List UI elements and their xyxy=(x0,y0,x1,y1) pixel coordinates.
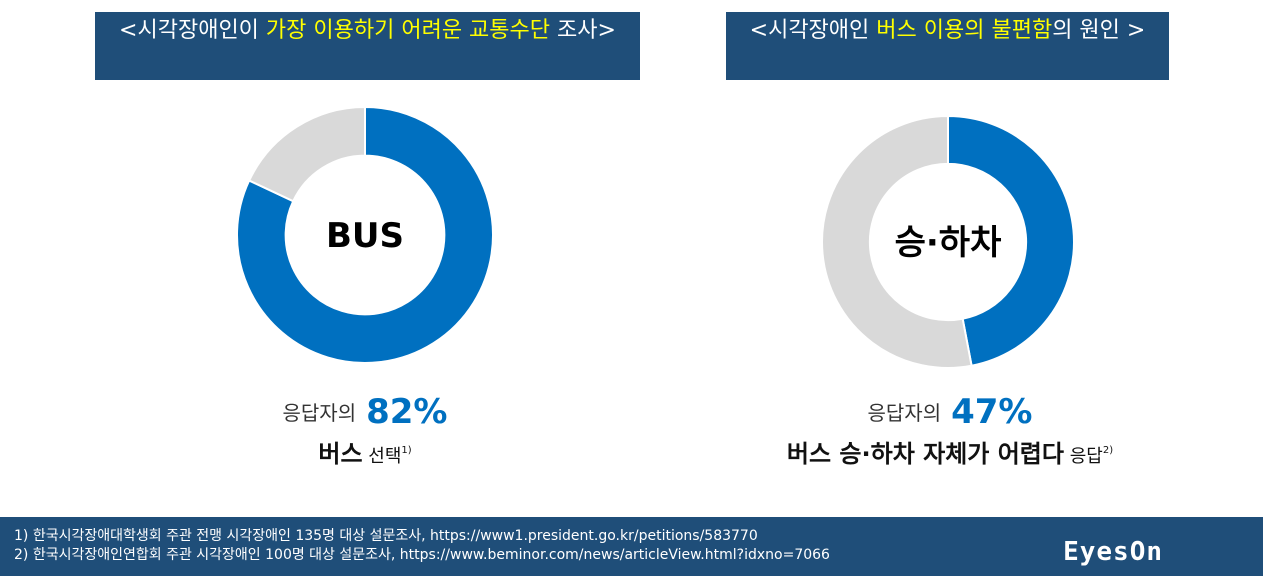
left-caption-ref: 1) xyxy=(401,445,412,456)
left-title-part1: <시각장애인이 xyxy=(119,18,266,43)
right-caption: 응답자의 47% 버스 승·하차 자체가 어렵다 응답2) xyxy=(700,392,1200,469)
donut-0-slice-1 xyxy=(247,105,366,203)
eyeson-logo: EyesOn xyxy=(1063,537,1163,567)
right-caption-line2: 버스 승·하차 자체가 어렵다 응답2) xyxy=(700,434,1200,469)
donut-0-slice-0 xyxy=(236,105,494,364)
left-caption-percent: 82% xyxy=(366,392,448,432)
left-caption-suffix: 선택 xyxy=(362,446,402,467)
right-title-highlight: 버스 이용의 불편함 xyxy=(876,18,1053,43)
boarding-donut-chart: 승·하차 xyxy=(821,114,1075,369)
right-caption-prefix: 응답자의 xyxy=(867,401,942,425)
right-caption-percent: 47% xyxy=(951,392,1033,432)
donut-1-slice-1 xyxy=(821,114,973,369)
donut-1-slice-0 xyxy=(947,114,1075,367)
right-caption-bold: 버스 승·하차 자체가 어렵다 xyxy=(786,440,1064,468)
left-caption-line1: 응답자의 82% xyxy=(215,392,515,432)
left-caption-prefix: 응답자의 xyxy=(282,401,357,425)
left-caption-line2: 버스 선택1) xyxy=(215,434,515,469)
footnote-2: 2) 한국시각장애인연합회 주관 시각장애인 100명 대상 설문조사, htt… xyxy=(14,547,830,563)
right-title-part1: <시각장애인 xyxy=(749,18,877,43)
right-caption-ref: 2) xyxy=(1102,445,1114,456)
right-title-part2: 의 원인 > xyxy=(1052,18,1146,43)
left-title-part2: 조사> xyxy=(550,18,616,43)
right-chart-title: <시각장애인 버스 이용의 불편함의 원인 > xyxy=(726,12,1169,80)
left-caption: 응답자의 82% 버스 선택1) xyxy=(215,392,515,469)
left-caption-bold: 버스 xyxy=(318,440,363,468)
boarding-center-label: 승·하차 xyxy=(895,223,1002,263)
bus-donut-chart: BUS xyxy=(236,105,494,364)
left-title-highlight: 가장 이용하기 어려운 교통수단 xyxy=(265,18,551,43)
right-caption-suffix: 응답 xyxy=(1063,446,1103,467)
footnote-1: 1) 한국시각장애대학생회 주관 전맹 시각장애인 135명 대상 설문조사, … xyxy=(14,528,758,544)
left-chart-title: <시각장애인이 가장 이용하기 어려운 교통수단 조사> xyxy=(95,12,640,80)
bus-center-label: BUS xyxy=(326,216,404,256)
footer-bar: 1) 한국시각장애대학생회 주관 전맹 시각장애인 135명 대상 설문조사, … xyxy=(0,517,1263,576)
right-caption-line1: 응답자의 47% xyxy=(700,392,1200,432)
